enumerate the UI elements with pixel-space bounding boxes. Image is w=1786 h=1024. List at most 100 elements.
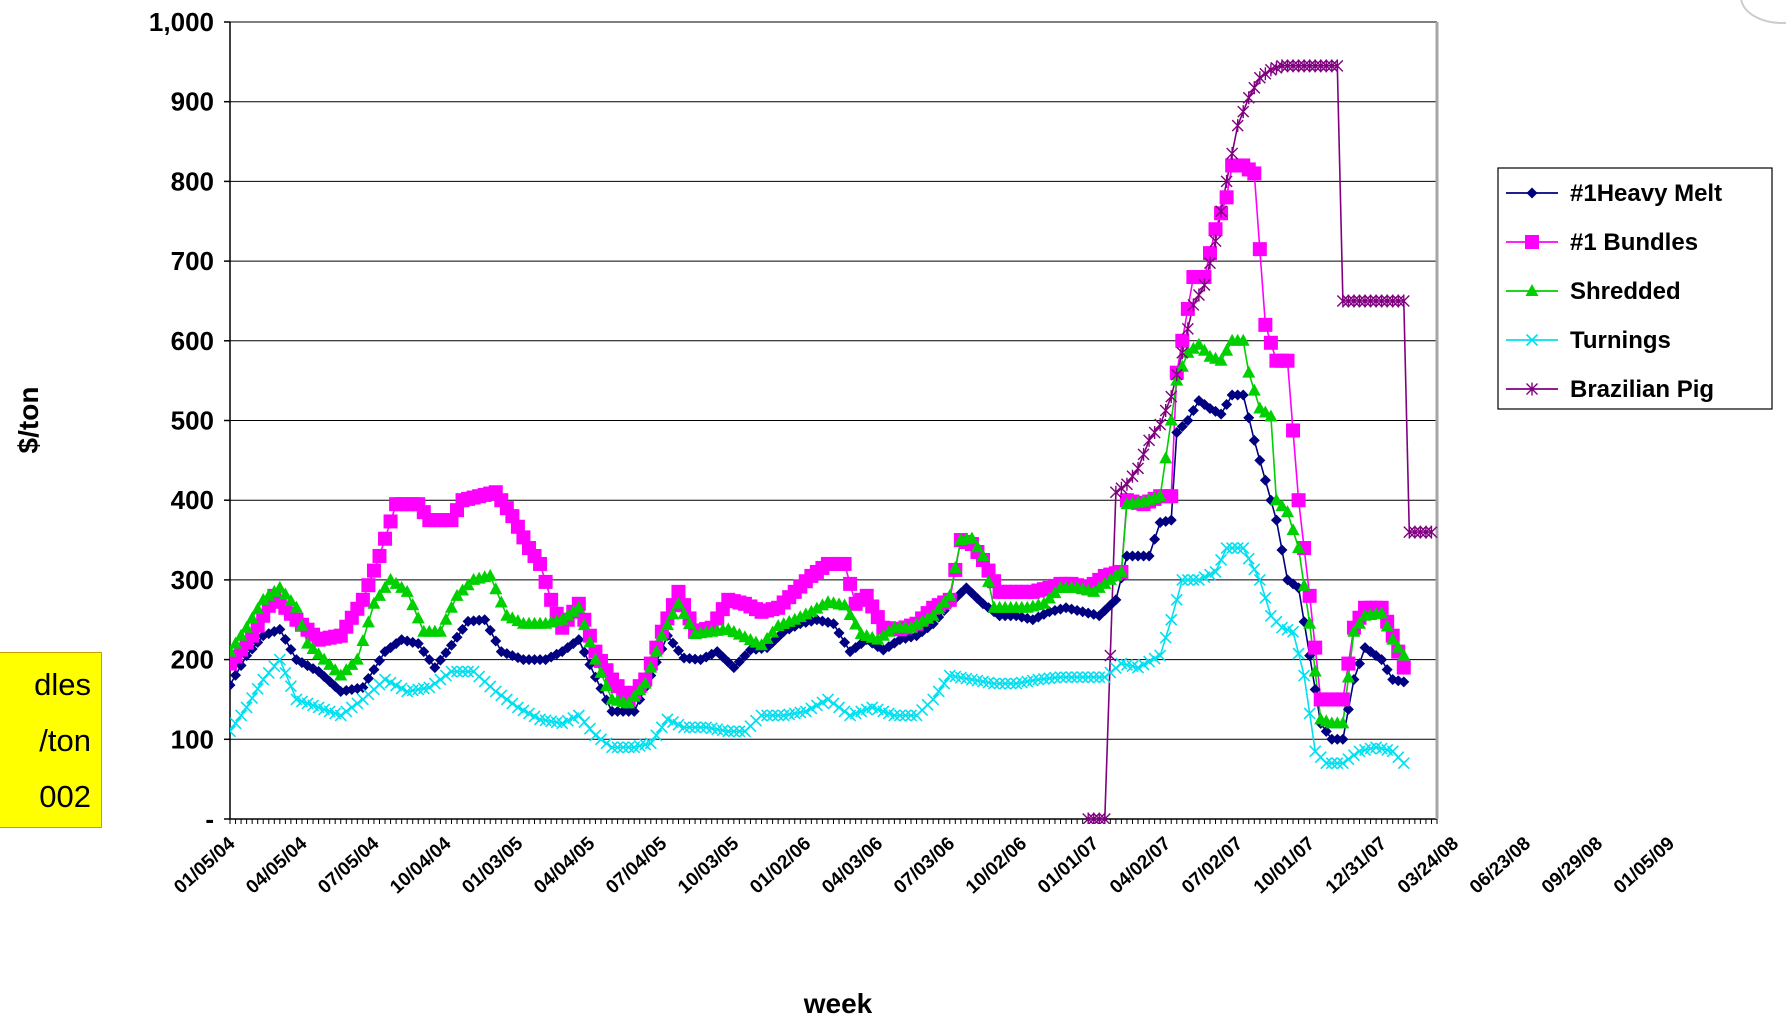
- x-tick-label: 10/04/04: [386, 833, 455, 898]
- data-point: [1247, 383, 1261, 396]
- data-point: [1347, 294, 1360, 308]
- legend-label: Turnings: [1570, 327, 1671, 354]
- legend-box: [1497, 167, 1773, 410]
- data-point: [876, 628, 890, 641]
- data-point: [372, 588, 386, 601]
- data-point: [1336, 294, 1349, 308]
- data-point: [1331, 733, 1343, 745]
- data-point: [495, 689, 508, 702]
- data-point: [262, 588, 276, 601]
- data-point: [1098, 576, 1112, 589]
- data-point: [1186, 341, 1200, 354]
- data-point: [434, 673, 447, 686]
- data-point: [373, 655, 385, 667]
- data-point: [1314, 59, 1327, 73]
- data-point: [284, 594, 298, 607]
- data-point: [418, 646, 430, 658]
- data-point: [677, 721, 691, 734]
- data-point: [1526, 382, 1538, 396]
- data-point: [1175, 333, 1190, 348]
- data-point: [1170, 593, 1183, 606]
- data-point: [1226, 147, 1239, 161]
- data-point: [1187, 405, 1199, 417]
- data-point: [727, 725, 740, 738]
- data-point: [638, 676, 652, 689]
- data-point: [1110, 594, 1122, 606]
- x-tick-label: 07/05/04: [314, 833, 383, 898]
- y-tick-label: 1,000: [149, 7, 214, 37]
- x-tick-label: 10/03/05: [674, 833, 743, 898]
- legend-label: Brazilian Pig: [1570, 376, 1714, 403]
- data-point: [1182, 415, 1194, 426]
- data-point: [1386, 294, 1399, 308]
- y-axis-title: $/ton: [13, 387, 44, 454]
- data-point: [1181, 322, 1194, 336]
- data-point: [361, 578, 376, 593]
- data-point: [1231, 541, 1244, 555]
- data-point: [444, 600, 458, 613]
- data-point: [489, 582, 503, 595]
- data-point: [1392, 294, 1405, 308]
- data-point: [356, 634, 370, 647]
- data-point: [372, 548, 387, 563]
- data-point: [583, 635, 597, 648]
- data-point: [366, 563, 381, 578]
- data-point: [999, 677, 1012, 690]
- data-point: [1115, 481, 1128, 495]
- data-point: [1198, 278, 1211, 292]
- data-point: [1243, 412, 1255, 424]
- data-point: [1093, 671, 1106, 684]
- data-point: [1087, 584, 1101, 597]
- data-point: [505, 509, 520, 524]
- data-point: [1126, 550, 1138, 562]
- data-point: [1303, 59, 1316, 73]
- x-tick-label: 01/05/04: [170, 833, 239, 898]
- data-point: [926, 608, 940, 621]
- data-point: [1148, 425, 1161, 439]
- data-point: [622, 741, 635, 754]
- data-point: [240, 701, 253, 714]
- data-point: [1226, 541, 1239, 555]
- data-point: [1137, 658, 1150, 671]
- data-point: [1143, 550, 1155, 562]
- data-point: [1342, 753, 1355, 766]
- data-point: [965, 531, 979, 544]
- data-point: [821, 693, 835, 706]
- data-point: [1148, 652, 1161, 665]
- x-tick-label: 07/04/05: [602, 833, 671, 898]
- data-point: [650, 729, 663, 742]
- x-tick-label: 01/02/06: [746, 833, 815, 898]
- data-point: [666, 607, 680, 620]
- data-point: [230, 717, 242, 730]
- data-point: [683, 617, 697, 630]
- data-point: [1138, 550, 1150, 562]
- data-point: [805, 702, 818, 715]
- data-point: [815, 598, 829, 611]
- data-point: [1253, 71, 1266, 85]
- data-point: [577, 618, 591, 631]
- data-point: [1154, 649, 1167, 662]
- data-point: [1347, 749, 1361, 762]
- data-point: [1221, 399, 1233, 411]
- data-point: [1143, 433, 1156, 447]
- data-point: [439, 669, 452, 682]
- data-point: [1309, 683, 1321, 695]
- data-point: [722, 725, 735, 738]
- data-point: [1396, 660, 1411, 675]
- data-point: [1037, 672, 1050, 685]
- data-point: [523, 654, 535, 666]
- data-point: [982, 574, 996, 587]
- data-point: [1237, 541, 1250, 555]
- data-point: [462, 665, 475, 678]
- legend: #1Heavy Melt #1 Bundles Shredded Turnings Br…: [1497, 167, 1773, 410]
- data-point: [838, 705, 851, 718]
- data-point: [1176, 573, 1189, 586]
- data-point: [274, 623, 286, 635]
- data-point: [799, 705, 812, 718]
- data-point: [278, 587, 292, 600]
- series-markers: [230, 333, 1411, 729]
- data-point: [1165, 613, 1178, 626]
- data-point: [406, 598, 420, 611]
- data-point: [1308, 640, 1323, 655]
- data-point: [899, 709, 912, 722]
